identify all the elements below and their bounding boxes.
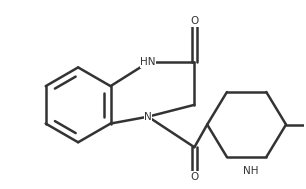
Text: HN: HN: [140, 57, 156, 67]
Text: NH: NH: [243, 166, 258, 176]
Text: N: N: [144, 112, 152, 122]
Text: O: O: [190, 16, 199, 26]
Text: O: O: [190, 172, 199, 182]
